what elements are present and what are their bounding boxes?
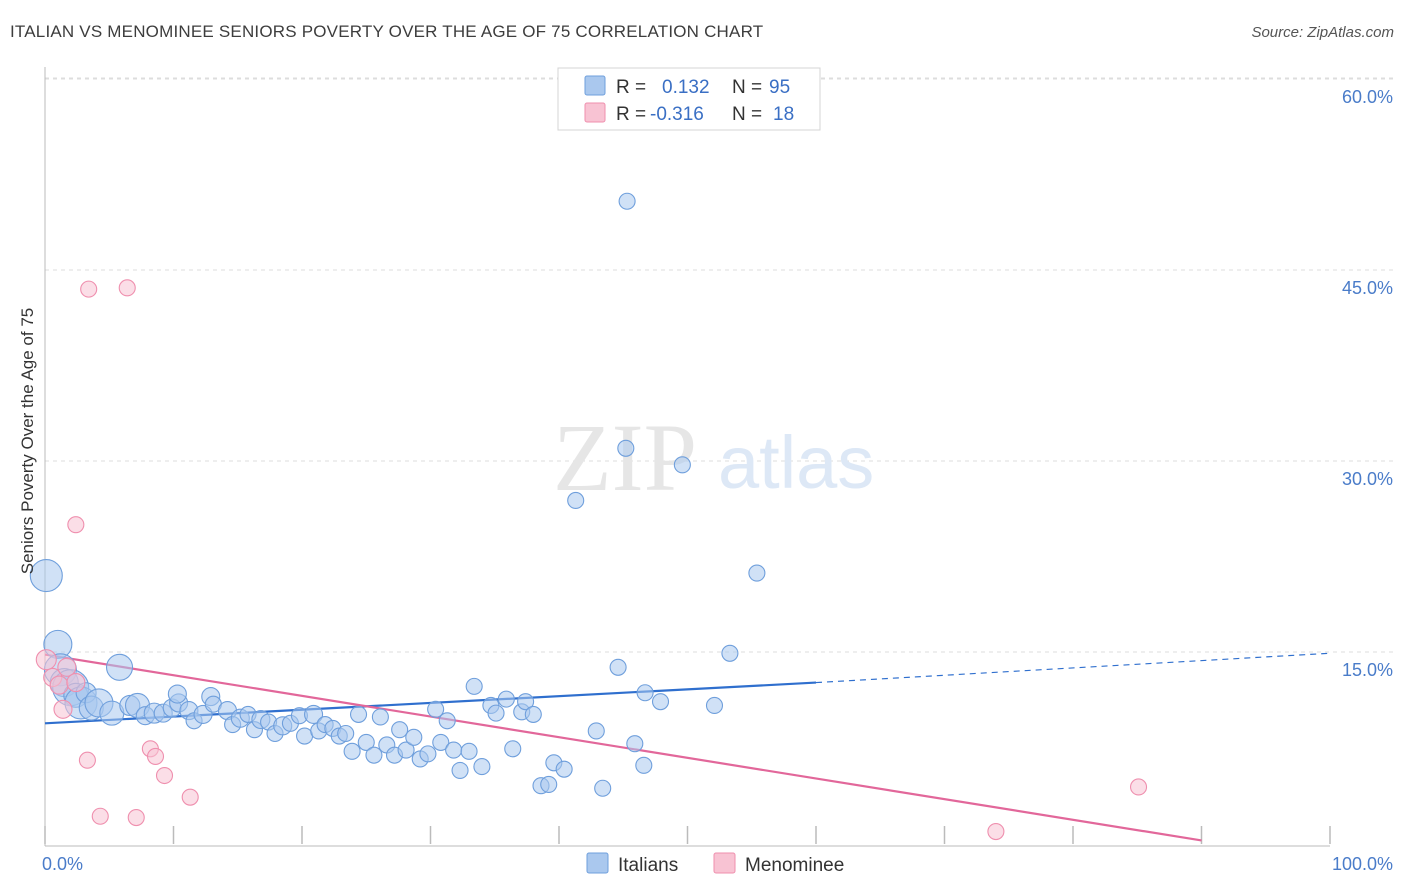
point-italians-64 xyxy=(487,704,505,722)
bottom-legend-swatch-menominee xyxy=(713,852,736,874)
point-italians-69 xyxy=(524,705,542,723)
watermark-atlas: atlas xyxy=(718,421,874,504)
gridlines xyxy=(45,77,1393,653)
point-italians-58 xyxy=(445,741,463,759)
data-points xyxy=(29,192,1148,841)
bottom-legend-label-menominee: Menominee xyxy=(745,855,844,876)
point-italians-65 xyxy=(497,690,515,708)
point-italians-60 xyxy=(460,742,478,760)
y-axis-label: Seniors Poverty Over the Age of 75 xyxy=(18,308,37,574)
point-menominee-6 xyxy=(67,516,85,534)
legend-swatch-menominee xyxy=(584,102,606,123)
point-italians-68 xyxy=(517,693,535,711)
legend-r-label-italians: R = xyxy=(616,77,646,98)
point-italians-46 xyxy=(365,746,383,764)
point-menominee-11 xyxy=(127,808,145,827)
point-italians-77 xyxy=(609,658,627,676)
point-italians-81 xyxy=(635,756,653,774)
x-tick-label-min: 0.0% xyxy=(42,854,83,874)
point-italians-57 xyxy=(438,712,456,730)
point-menominee-17 xyxy=(1129,778,1148,796)
point-italians-61 xyxy=(465,677,483,695)
point-italians-45 xyxy=(357,733,375,751)
legend-box: R = 0.132 N = 95 R = -0.316 N = 18 xyxy=(557,67,821,131)
point-italians-55 xyxy=(427,700,445,718)
point-italians-36 xyxy=(296,727,314,745)
point-italians-59 xyxy=(451,761,469,779)
point-italians-44 xyxy=(349,705,368,723)
point-italians-50 xyxy=(391,721,409,739)
point-menominee-4 xyxy=(53,699,73,719)
bottom-legend-label-italians: Italians xyxy=(618,855,678,876)
point-italians-42 xyxy=(337,724,355,743)
legend-n-label-italians: N = xyxy=(732,77,762,98)
point-italians-11 xyxy=(105,653,134,681)
point-italians-86 xyxy=(721,644,739,662)
point-italians-43 xyxy=(343,742,361,760)
point-menominee-15 xyxy=(181,788,199,806)
y-tick-label-3: 60.0% xyxy=(1342,87,1393,107)
point-menominee-7 xyxy=(80,280,98,298)
point-menominee-13 xyxy=(146,747,165,765)
point-menominee-5 xyxy=(66,673,86,693)
trend-line-extension-italians xyxy=(815,652,1331,684)
point-italians-37 xyxy=(304,704,324,724)
point-italians-75 xyxy=(587,722,605,740)
point-italians-78 xyxy=(617,439,635,457)
point-italians-62 xyxy=(473,758,491,776)
point-italians-74 xyxy=(567,491,585,510)
y-tick-label-2: 45.0% xyxy=(1342,278,1393,298)
trend-lines xyxy=(44,652,1331,842)
point-italians-73 xyxy=(555,760,573,778)
bottom-legend-swatch-italians xyxy=(586,852,609,874)
point-menominee-8 xyxy=(78,751,96,769)
point-italians-52 xyxy=(405,728,423,746)
point-italians-56 xyxy=(432,733,450,751)
tick-labels: 15.0% 30.0% 45.0% 60.0% 0.0% 100.0% xyxy=(42,87,1393,874)
y-tick-label-1: 30.0% xyxy=(1342,469,1393,489)
point-menominee-0 xyxy=(35,649,57,671)
point-italians-84 xyxy=(673,456,691,474)
point-menominee-10 xyxy=(118,279,136,297)
point-italians-79 xyxy=(618,192,636,210)
point-menominee-9 xyxy=(91,807,109,825)
point-menominee-16 xyxy=(987,822,1005,841)
point-italians-54 xyxy=(419,745,437,763)
chart-title: ITALIAN VS MENOMINEE SENIORS POVERTY OVE… xyxy=(10,22,764,41)
x-tick-label-max: 100.0% xyxy=(1332,854,1393,874)
point-italians-19 xyxy=(167,684,187,704)
point-italians-83 xyxy=(651,693,670,711)
legend-r-label-menominee: R = xyxy=(616,104,646,125)
legend-swatch-italians xyxy=(584,75,606,96)
point-italians-76 xyxy=(594,779,612,797)
point-menominee-2 xyxy=(49,675,69,695)
point-italians-87 xyxy=(748,564,766,582)
legend-r-value-italians: 0.132 xyxy=(662,77,710,98)
point-italians-82 xyxy=(636,684,654,702)
watermark: ZIP atlas xyxy=(553,404,874,511)
point-italians-80 xyxy=(626,735,644,753)
point-italians-47 xyxy=(371,708,389,726)
point-italians-51 xyxy=(397,741,415,759)
axes xyxy=(44,67,1331,847)
point-menominee-3 xyxy=(57,657,77,677)
y-tick-label-0: 15.0% xyxy=(1342,660,1393,680)
legend-n-label-menominee: N = xyxy=(732,104,762,125)
source-attribution: Source: ZipAtlas.com xyxy=(1251,24,1394,41)
point-italians-66 xyxy=(504,740,522,758)
point-menominee-14 xyxy=(155,766,174,785)
legend-n-value-italians: 95 xyxy=(769,77,790,98)
point-italians-85 xyxy=(705,696,724,715)
bottom-legend: Italians Menominee xyxy=(586,852,844,876)
legend-r-value-menominee: -0.316 xyxy=(650,104,704,125)
point-italians-71 xyxy=(540,775,558,793)
trend-line-menominee xyxy=(44,653,1202,842)
point-italians-0 xyxy=(29,559,63,593)
legend-n-value-menominee: 18 xyxy=(773,104,794,125)
